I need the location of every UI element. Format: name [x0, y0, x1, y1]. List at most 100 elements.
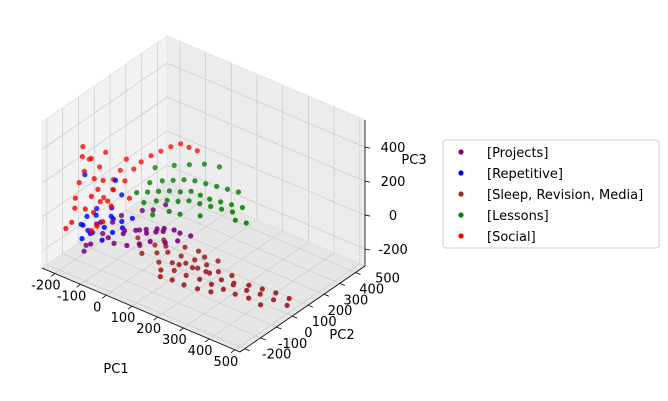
scatter-point-4	[158, 148, 164, 154]
scatter-point-0	[153, 229, 159, 235]
scatter-point-3	[197, 201, 203, 207]
scatter-point-4	[168, 144, 174, 150]
z-tick-label: 200	[381, 175, 406, 190]
x-tick-mark	[102, 294, 107, 299]
scatter-point-3	[188, 188, 194, 194]
scatter-point-3	[232, 217, 238, 223]
y-tick-mark	[307, 304, 314, 308]
scatter-point-3	[192, 178, 198, 184]
scatter-point-1	[84, 213, 90, 219]
scatter-point-0	[136, 241, 142, 247]
scatter-point-4	[108, 203, 114, 209]
scatter-point-2	[197, 276, 203, 282]
x-tick-mark	[204, 338, 210, 343]
x-tick-mark	[50, 273, 56, 277]
scatter-point-4	[105, 198, 111, 204]
axes-grid	[41, 41, 366, 351]
scatter-point-4	[138, 159, 144, 165]
scatter-point-2	[169, 260, 175, 266]
scatter-point-2	[215, 269, 221, 275]
scatter-point-3	[166, 208, 172, 214]
scatter-point-4	[131, 166, 137, 172]
scatter-point-3	[186, 162, 192, 168]
scatter-point-2	[204, 262, 210, 268]
legend-label: [Lessons]	[487, 209, 549, 224]
x-tick-mark	[127, 305, 133, 310]
scatter-point-4	[95, 186, 101, 192]
scatter-point-2	[176, 262, 182, 268]
scatter-point-2	[165, 249, 171, 255]
grid-y-floor	[78, 242, 277, 328]
y-tick-label: -100	[278, 337, 308, 352]
scatter-point-0	[177, 230, 183, 236]
scatter-point-3	[197, 192, 203, 198]
scatter-point-1	[99, 237, 105, 243]
scatter-point-1	[110, 229, 116, 235]
scatter-point-3	[186, 198, 192, 204]
scatter-point-2	[182, 244, 188, 250]
x-tick-mark	[179, 327, 184, 332]
scatter-point-2	[284, 302, 290, 308]
legend-marker	[458, 233, 464, 239]
scatter-point-3	[134, 190, 140, 196]
scatter-point-3	[164, 197, 170, 203]
scatter-point-0	[161, 225, 167, 232]
z-tick-mark	[364, 146, 371, 149]
x-tick-label: 500	[213, 355, 238, 370]
y-tick-mark	[292, 315, 298, 319]
scatter-point-1	[80, 222, 86, 228]
scatter-point-2	[208, 281, 215, 287]
scatter-point-2	[183, 272, 189, 278]
scatter-point-3	[152, 165, 158, 171]
scatter-point-3	[219, 206, 225, 212]
legend: [Projects] [Repetitive] [Sleep, Revision, …	[442, 139, 660, 249]
y-tick-label: 0	[304, 326, 312, 341]
scatter-point-3	[218, 199, 224, 205]
scatter-point-0	[120, 231, 126, 237]
x-tick-label: 300	[162, 333, 187, 348]
scatter-point-3	[197, 213, 203, 219]
scatter-point-0	[163, 202, 169, 208]
x-tick-mark	[153, 316, 158, 321]
scatter-point-4	[81, 168, 87, 174]
scatter-point-2	[218, 277, 224, 283]
y-tick-mark	[260, 337, 266, 341]
scatter-point-4	[88, 155, 94, 161]
scatter-point-0	[144, 230, 150, 236]
scatter-point-2	[156, 259, 162, 265]
scatter-point-2	[181, 282, 187, 288]
scatter-point-0	[100, 230, 106, 237]
scatter-point-4	[103, 149, 109, 155]
z-tick-label: 400	[381, 141, 406, 156]
scatter-point-2	[178, 253, 184, 259]
y-tick-mark	[355, 272, 361, 275]
scatter-point-3	[207, 196, 213, 202]
grid-z-left	[41, 164, 168, 252]
grid-z-left	[41, 62, 168, 150]
x-axis-label: PC1	[103, 362, 128, 377]
x-tick-mark	[76, 284, 81, 288]
z-tick-mark	[364, 248, 371, 251]
grid-z-back	[166, 62, 366, 148]
scatter-point-0	[88, 241, 94, 247]
scatter-point-0	[118, 212, 125, 219]
scatter-point-3	[201, 161, 207, 167]
scatter-point-0	[111, 240, 117, 246]
grid-z-back	[166, 96, 366, 182]
y-tick-mark	[323, 293, 330, 297]
scatter-point-0	[110, 219, 116, 225]
scatter-point-1	[79, 236, 85, 242]
scatter-point-2	[244, 287, 250, 293]
scatter-point-4	[72, 195, 78, 201]
scatter-point-1	[119, 192, 125, 198]
scatter-point-3	[175, 198, 181, 204]
grid-y-floor	[46, 264, 245, 350]
scatter-point-4	[100, 177, 106, 183]
y-tick-mark	[276, 326, 282, 330]
scatter-point-2	[195, 248, 202, 254]
scatter-point-2	[171, 267, 177, 274]
scatter-point-3	[155, 188, 162, 194]
grid-z-left	[41, 130, 168, 218]
legend-marker	[458, 149, 464, 155]
